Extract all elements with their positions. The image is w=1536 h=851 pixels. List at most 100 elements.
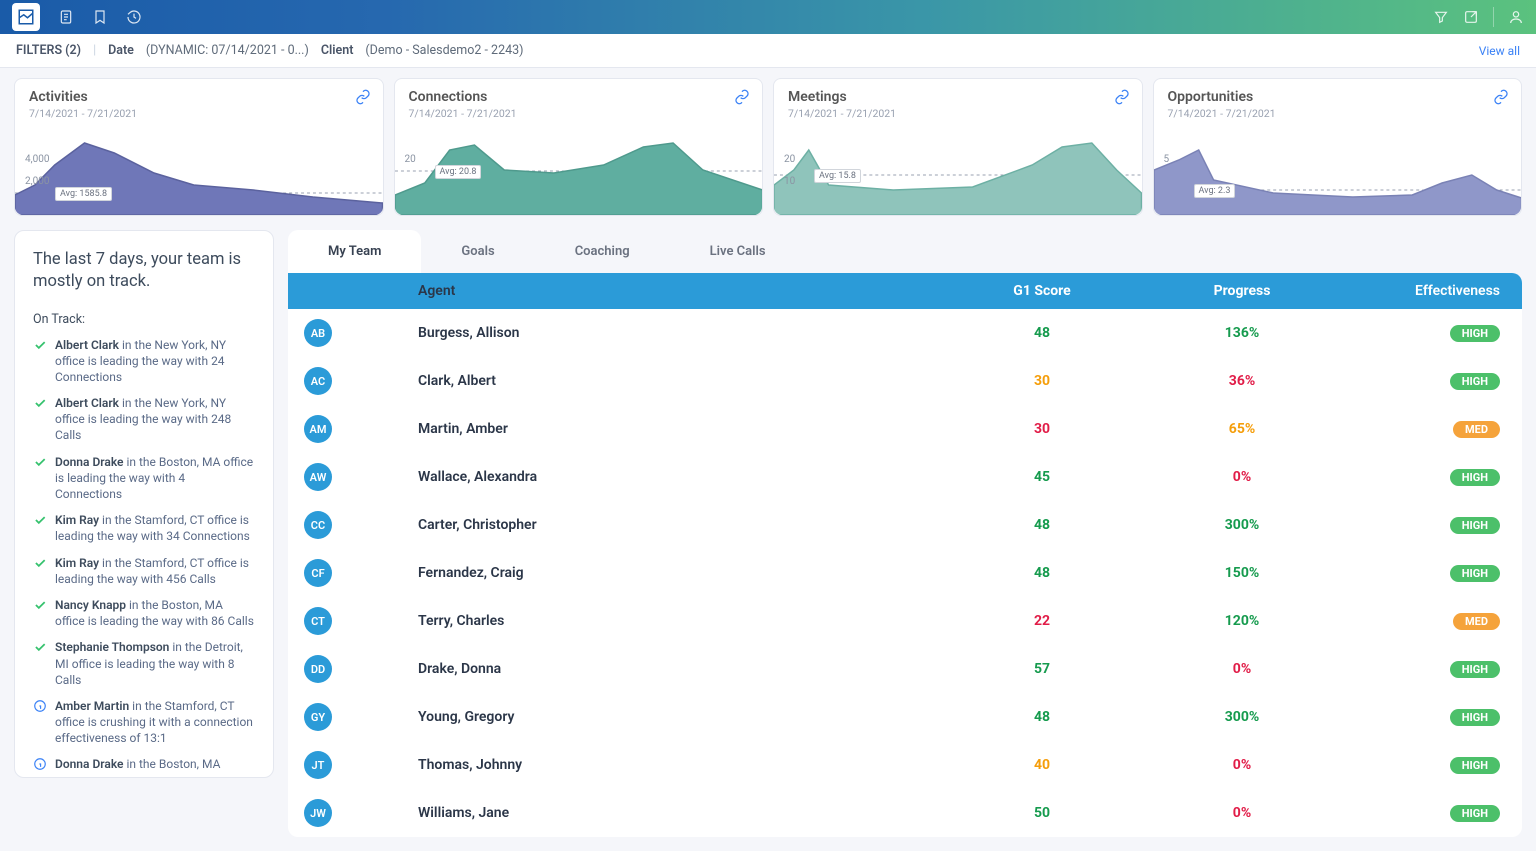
avatar: CC [304, 511, 332, 539]
agent-name: Carter, Christopher [418, 517, 952, 533]
agent-name: Williams, Jane [418, 805, 952, 821]
link-icon[interactable] [1493, 89, 1509, 109]
tab-coaching[interactable]: Coaching [535, 230, 670, 273]
link-icon[interactable] [1114, 89, 1130, 109]
agent-name: Terry, Charles [418, 613, 952, 629]
effectiveness-badge: HIGH [1450, 757, 1500, 774]
team-table: Agent G1 Score Progress Effectiveness AB… [288, 273, 1522, 837]
effectiveness-badge: HIGH [1450, 709, 1500, 726]
tab-goals[interactable]: Goals [421, 230, 534, 273]
avatar: AW [304, 463, 332, 491]
score-value: 45 [952, 469, 1132, 485]
ytick: 2,000 [25, 176, 49, 187]
effectiveness-badge: MED [1453, 613, 1500, 630]
metric-cards-row: Activities7/14/2021 - 7/21/20214,0002,00… [0, 68, 1536, 216]
score-value: 48 [952, 517, 1132, 533]
avatar: CT [304, 607, 332, 635]
divider [1493, 7, 1494, 27]
avatar: AC [304, 367, 332, 395]
progress-value: 150% [1132, 565, 1352, 581]
filter-icon[interactable] [1433, 9, 1449, 25]
avg-label: Avg: 20.8 [435, 165, 482, 179]
link-icon[interactable] [355, 89, 371, 109]
agent-name: Thomas, Johnny [418, 757, 952, 773]
score-value: 57 [952, 661, 1132, 677]
tab-live-calls[interactable]: Live Calls [670, 230, 806, 273]
progress-value: 0% [1132, 805, 1352, 821]
metric-card-meetings[interactable]: Meetings7/14/2021 - 7/21/20212010Avg: 15… [773, 78, 1143, 216]
bookmark-icon[interactable] [92, 9, 108, 25]
avg-label: Avg: 15.8 [814, 169, 861, 183]
filter-date-label[interactable]: Date [108, 43, 134, 58]
export-icon[interactable] [1463, 9, 1479, 25]
filter-client-label[interactable]: Client [321, 43, 354, 58]
agent-name: Drake, Donna [418, 661, 952, 677]
header-effectiveness[interactable]: Effectiveness [1352, 273, 1522, 309]
app-logo[interactable] [12, 3, 40, 31]
progress-value: 120% [1132, 613, 1352, 629]
mini-chart [1154, 135, 1522, 215]
score-value: 22 [952, 613, 1132, 629]
avatar: CF [304, 559, 332, 587]
avatar: JT [304, 751, 332, 779]
effectiveness-badge: HIGH [1450, 373, 1500, 390]
header-progress[interactable]: Progress [1132, 273, 1352, 309]
tabs: My Team Goals Coaching Live Calls [288, 230, 1522, 273]
metric-title: Connections [409, 89, 749, 105]
score-value: 40 [952, 757, 1132, 773]
table-row[interactable]: AMMartin, Amber3065%MED [288, 405, 1522, 453]
table-row[interactable]: AW Wallace, Alexandra450% HIGH [288, 453, 1522, 501]
tab-my-team[interactable]: My Team [288, 230, 421, 273]
progress-value: 0% [1132, 469, 1352, 485]
ytick: 20 [784, 154, 795, 165]
table-row[interactable]: DDDrake, Donna570%HIGH [288, 645, 1522, 693]
progress-value: 0% [1132, 661, 1352, 677]
table-row[interactable]: CT Terry, Charles22120% MED [288, 597, 1522, 645]
table-header: Agent G1 Score Progress Effectiveness [288, 273, 1522, 309]
user-icon[interactable] [1508, 9, 1524, 25]
agent-name: Wallace, Alexandra [418, 469, 952, 485]
score-value: 30 [952, 421, 1132, 437]
table-row[interactable]: JTThomas, Johnny400%HIGH [288, 741, 1522, 789]
table-row[interactable]: CFFernandez, Craig48150%HIGH [288, 549, 1522, 597]
avatar: DD [304, 655, 332, 683]
history-icon[interactable] [126, 9, 142, 25]
score-value: 30 [952, 373, 1132, 389]
agent-name: Young, Gregory [418, 709, 952, 725]
table-row[interactable]: GYYoung, Gregory48300%HIGH [288, 693, 1522, 741]
table-row[interactable]: CCCarter, Christopher48300%HIGH [288, 501, 1522, 549]
avatar: GY [304, 703, 332, 731]
filters-count[interactable]: FILTERS (2) [16, 43, 81, 58]
metric-title: Opportunities [1168, 89, 1508, 105]
team-panel: My Team Goals Coaching Live Calls Agent … [288, 230, 1522, 837]
progress-value: 65% [1132, 421, 1352, 437]
filter-bar: FILTERS (2) | Date (DYNAMIC: 07/14/2021 … [0, 34, 1536, 68]
insight-item: Kim Ray in the Stamford, CT office is le… [33, 512, 255, 544]
filter-client-value: (Demo - Salesdemo2 - 2243) [365, 43, 523, 58]
view-all-link[interactable]: View all [1479, 44, 1520, 58]
metric-daterange: 7/14/2021 - 7/21/2021 [788, 107, 1128, 120]
header-score[interactable]: G1 Score [952, 273, 1132, 309]
effectiveness-badge: HIGH [1450, 325, 1500, 342]
link-icon[interactable] [734, 89, 750, 109]
table-row[interactable]: JWWilliams, Jane500%HIGH [288, 789, 1522, 837]
progress-value: 300% [1132, 517, 1352, 533]
avatar: AB [304, 319, 332, 347]
effectiveness-badge: HIGH [1450, 469, 1500, 486]
header-agent[interactable]: Agent [418, 273, 952, 309]
insight-item: Albert Clark in the New York, NY office … [33, 337, 255, 386]
table-row[interactable]: AC Clark, Albert3036% HIGH [288, 357, 1522, 405]
filter-date-value: (DYNAMIC: 07/14/2021 - 0...) [146, 43, 309, 58]
table-row[interactable]: ABBurgess, Allison48136%HIGH [288, 309, 1522, 357]
agent-name: Clark, Albert [418, 373, 952, 389]
clipboard-icon[interactable] [58, 9, 74, 25]
insight-item: Stephanie Thompson in the Detroit, MI of… [33, 639, 255, 688]
progress-value: 36% [1132, 373, 1352, 389]
effectiveness-badge: MED [1453, 421, 1500, 438]
avatar: JW [304, 799, 332, 827]
metric-card-activities[interactable]: Activities7/14/2021 - 7/21/20214,0002,00… [14, 78, 384, 216]
metric-card-connections[interactable]: Connections7/14/2021 - 7/21/202120Avg: 2… [394, 78, 764, 216]
agent-name: Burgess, Allison [418, 325, 952, 341]
progress-value: 136% [1132, 325, 1352, 341]
metric-card-opportunities[interactable]: Opportunities7/14/2021 - 7/21/20215Avg: … [1153, 78, 1523, 216]
